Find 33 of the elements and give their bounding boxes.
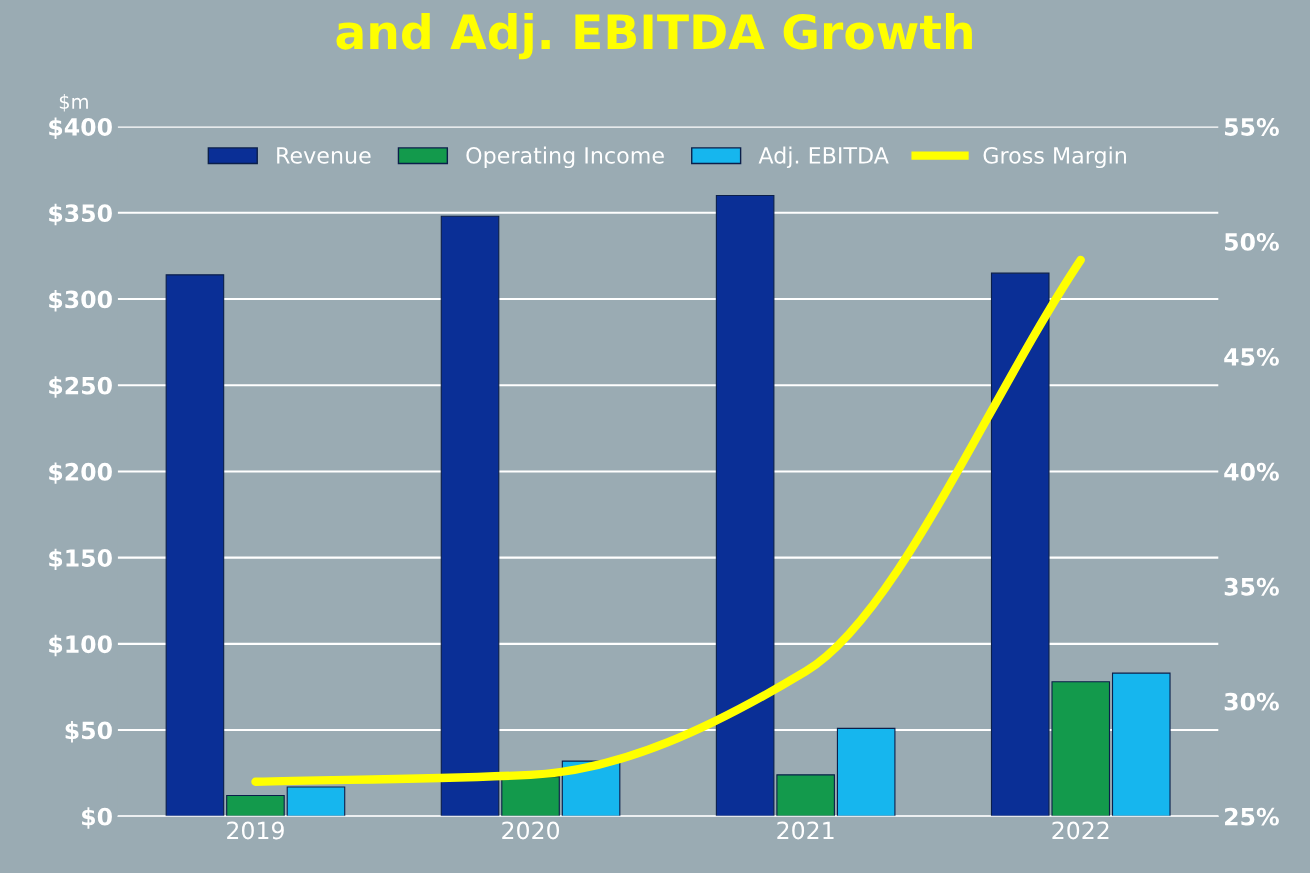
y2-tick-label: 50% — [1224, 232, 1279, 251]
y-tick-label: $0 — [82, 807, 112, 829]
x-tick-label: 2019 — [227, 821, 284, 840]
bar — [226, 795, 285, 817]
legend-label: Operating Income — [466, 146, 664, 169]
x-tick-label: 2020 — [502, 821, 560, 840]
y-tick-label: $350 — [49, 203, 112, 226]
y2-tick-label: 45% — [1224, 347, 1279, 366]
x-tick-label: 2021 — [777, 821, 834, 840]
y2-tick-label: 40% — [1224, 462, 1279, 481]
bar — [836, 727, 896, 817]
bar — [501, 776, 560, 817]
y-axis-title: $m — [59, 93, 88, 112]
bar — [286, 786, 346, 817]
legend-label: Revenue — [277, 147, 371, 164]
y2-tick-label: 30% — [1224, 692, 1279, 711]
y-tick-label: $150 — [49, 548, 112, 571]
bar — [165, 274, 225, 817]
y2-tick-label: 35% — [1224, 577, 1279, 596]
x-tick-label: 2022 — [1052, 821, 1109, 840]
y2-tick-label: 25% — [1225, 807, 1279, 826]
legend-label: Gross Margin — [983, 146, 1126, 169]
bar — [440, 215, 500, 817]
y-tick-label: $400 — [49, 117, 112, 140]
bar — [1111, 672, 1171, 817]
chart-title: and Adj. EBITDA Growth — [336, 13, 972, 60]
legend-label: Adj. EBITDA — [758, 146, 889, 169]
y-tick-label: $100 — [49, 634, 112, 657]
y-tick-label: $50 — [65, 721, 112, 743]
y2-tick-label: 55% — [1224, 118, 1279, 136]
y-tick-label: $300 — [49, 290, 112, 312]
y-tick-label: $250 — [49, 376, 112, 398]
y-tick-label: $200 — [49, 462, 112, 484]
